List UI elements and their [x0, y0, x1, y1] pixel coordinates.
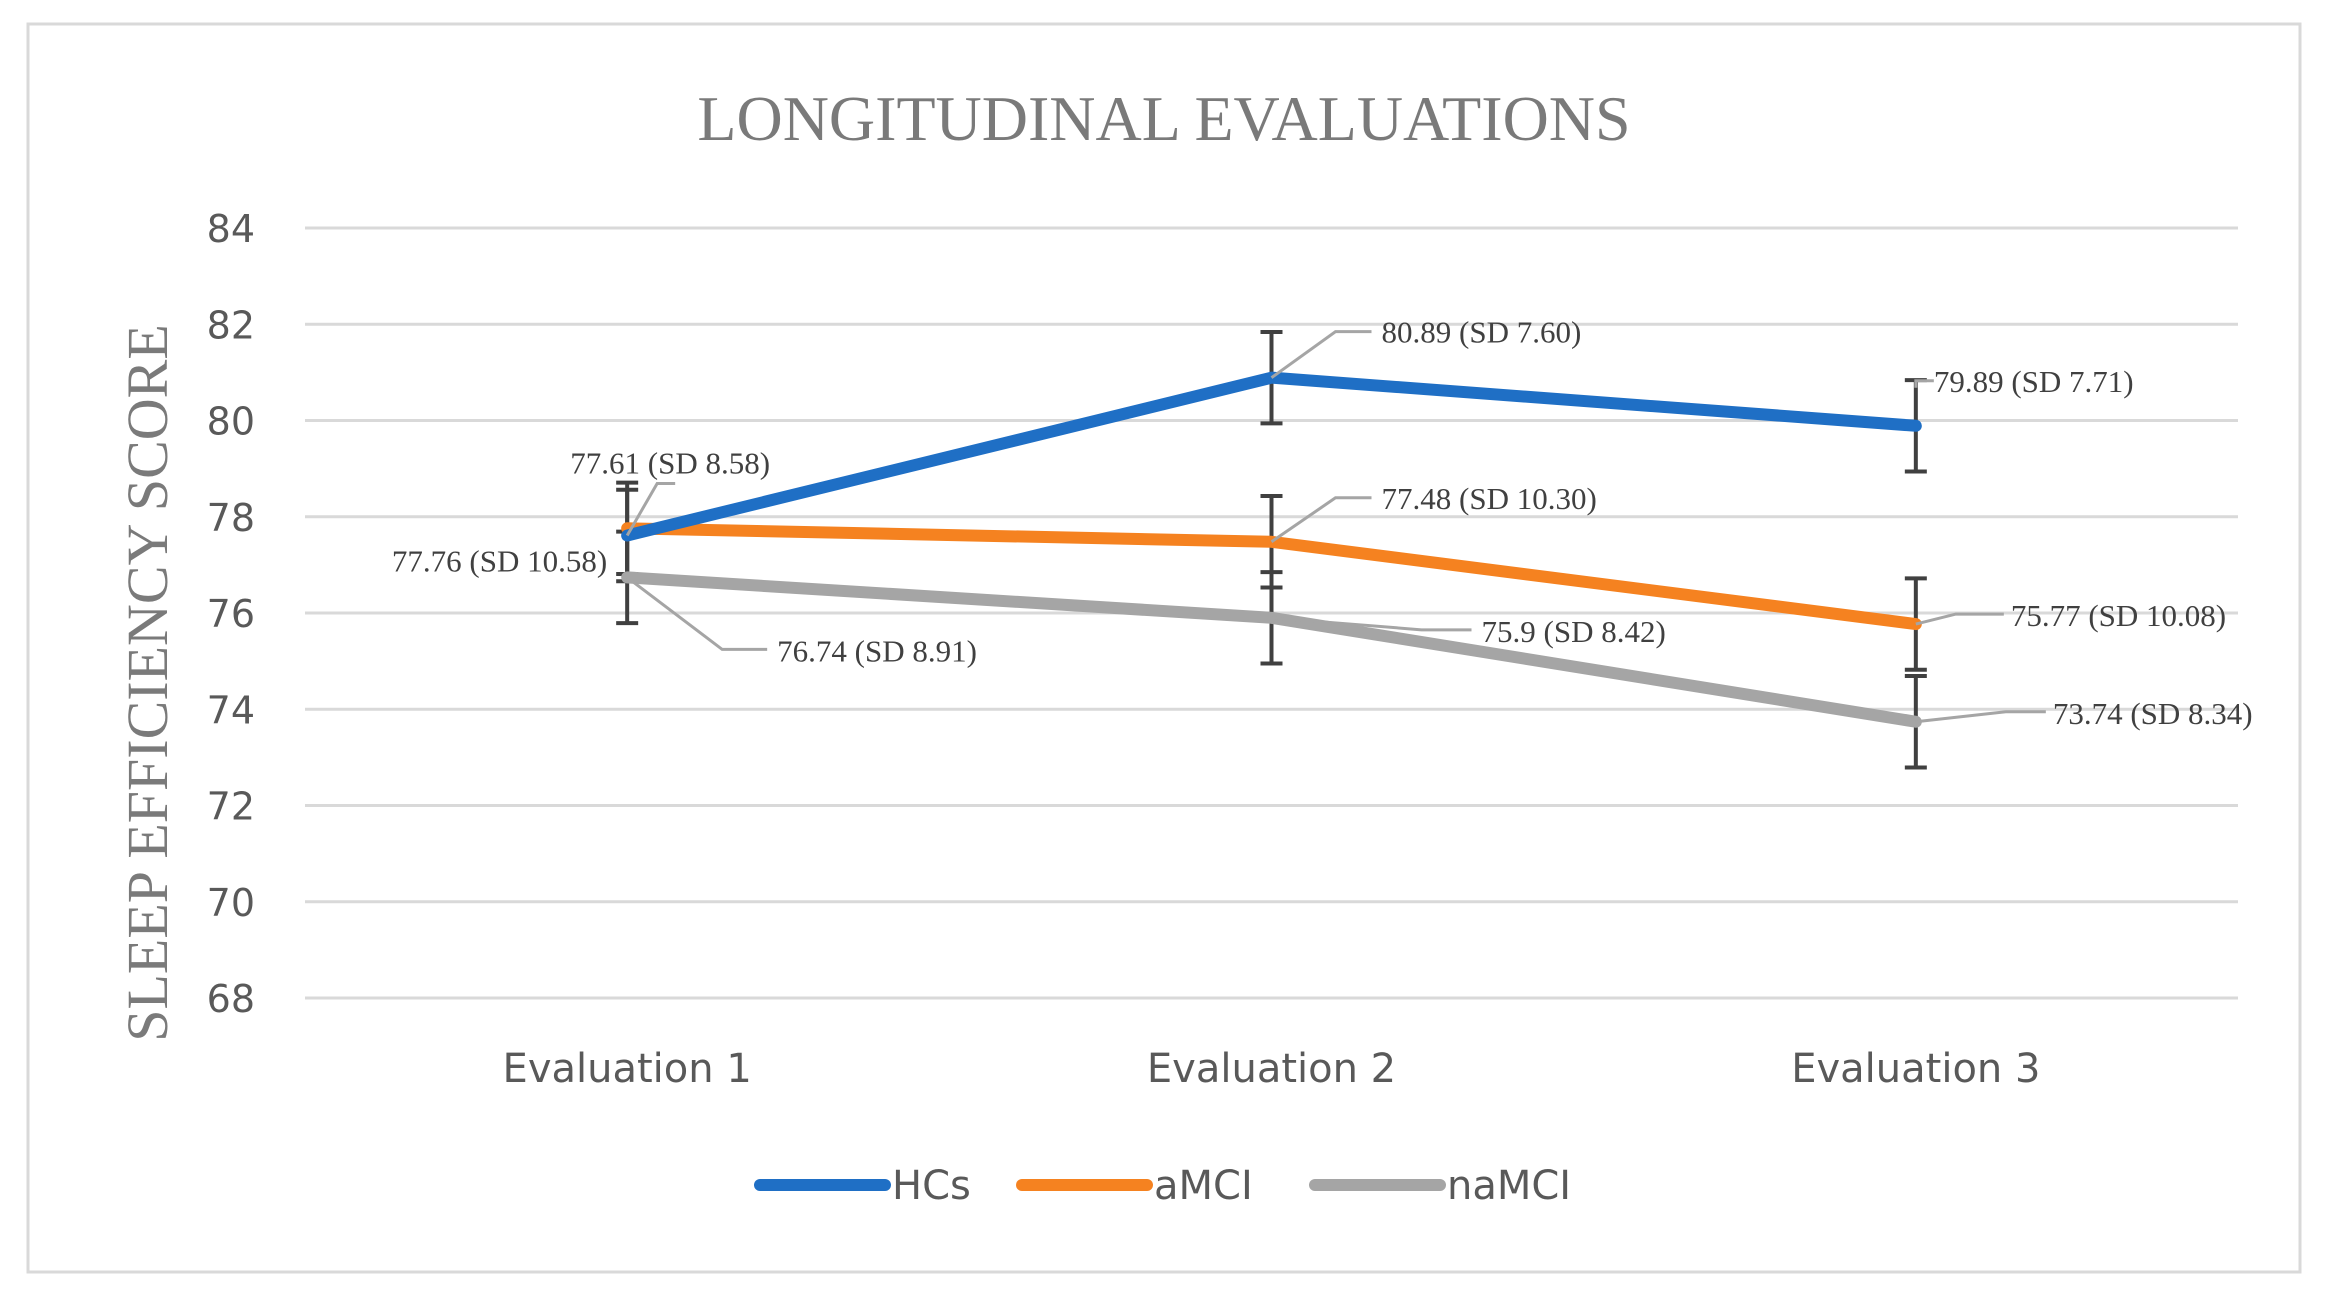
y-tick-68: 68	[207, 977, 255, 1021]
chart-border	[26, 22, 2302, 1274]
x-category-3: Evaluation 3	[1791, 1046, 2040, 1092]
data-label-HCs-1: 80.89 (SD 7.60)	[1382, 315, 1582, 350]
x-category-labels: Evaluation 1 Evaluation 2 Evaluation 3	[503, 1046, 2041, 1092]
legend-label-naMCI: naMCI	[1447, 1163, 1571, 1209]
leader-line-HCs-1	[1270, 330, 1372, 379]
y-axis-label: SLEEP EFFICIENCY SCORE	[115, 324, 180, 1042]
data-label-aMCI-1: 77.48 (SD 10.30)	[1382, 481, 1597, 516]
legend-label-aMCI: aMCI	[1154, 1163, 1253, 1209]
leader-line-aMCI-1	[1270, 496, 1372, 544]
legend: HCs aMCI naMCI	[754, 1163, 1571, 1209]
y-tick-70: 70	[207, 881, 255, 925]
legend-label-HCs: HCs	[892, 1163, 971, 1209]
x-category-1: Evaluation 1	[503, 1046, 752, 1092]
legend-item-naMCI: naMCI	[1309, 1163, 1571, 1209]
x-category-2: Evaluation 2	[1147, 1046, 1396, 1092]
data-label-naMCI-2: 73.74 (SD 8.34)	[2053, 696, 2253, 731]
y-tick-labels: 68 70 72 74 76 78 80 82 84	[207, 207, 255, 1021]
data-label-aMCI-0: 77.76 (SD 10.58)	[392, 543, 607, 578]
y-tick-72: 72	[207, 785, 255, 829]
leader-line-aMCI-2	[1915, 612, 2004, 626]
chart-title: LONGITUDINAL EVALUATIONS	[697, 83, 1630, 154]
y-tick-74: 74	[207, 688, 255, 732]
data-label-HCs-0: 77.61 (SD 8.58)	[570, 446, 770, 481]
y-tick-84: 84	[207, 207, 255, 251]
leader-line-HCs-2	[1914, 379, 1934, 388]
leader-line-HCs-0	[625, 482, 676, 537]
leader-line-naMCI-2	[1915, 710, 2046, 724]
data-label-HCs-2: 79.89 (SD 7.71)	[1934, 364, 2134, 399]
y-tick-82: 82	[207, 303, 255, 347]
legend-item-aMCI: aMCI	[1016, 1163, 1253, 1209]
leader-line-naMCI-1	[1271, 616, 1472, 632]
legend-item-HCs: HCs	[754, 1163, 971, 1209]
y-tick-76: 76	[207, 592, 255, 636]
y-tick-80: 80	[207, 400, 255, 444]
data-label-naMCI-1: 75.9 (SD 8.42)	[1482, 614, 1666, 649]
y-tick-78: 78	[207, 496, 255, 540]
data-labels: 77.61 (SD 8.58) 80.89 (SD 7.60) 79.89 (SD …	[392, 315, 2253, 731]
leader-line-naMCI-0	[626, 576, 768, 651]
data-label-aMCI-2: 75.77 (SD 10.08)	[2011, 598, 2226, 633]
data-label-naMCI-0: 76.74 (SD 8.91)	[777, 633, 977, 668]
label-leader-lines	[625, 330, 2046, 724]
